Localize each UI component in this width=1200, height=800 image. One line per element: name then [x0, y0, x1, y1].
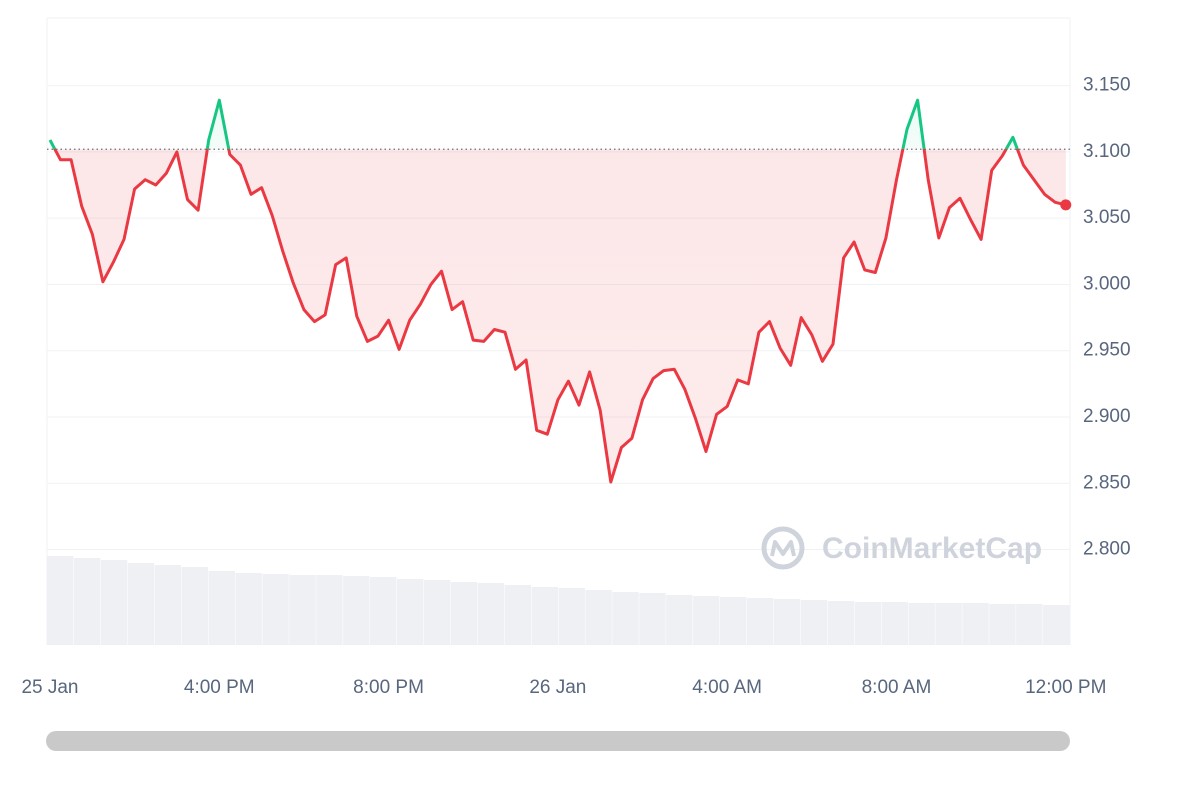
volume-bar [720, 597, 747, 645]
y-tick-label: 3.150 [1083, 75, 1131, 96]
volume-bar [47, 556, 74, 645]
volume-bar [450, 582, 478, 645]
volume-bar [343, 576, 370, 645]
volume-bar [181, 567, 209, 645]
volume-bar [1043, 605, 1070, 645]
x-tick-label: 12:00 PM [1025, 677, 1106, 698]
x-tick-label: 26 Jan [529, 677, 586, 698]
volume-bar [154, 565, 182, 645]
volume-bar [908, 603, 935, 645]
y-tick-label: 3.100 [1083, 141, 1131, 162]
y-tick-label: 3.000 [1083, 273, 1131, 294]
watermark-text: CoinMarketCap [822, 532, 1042, 565]
plot [47, 85, 1072, 645]
volume-bar [396, 579, 424, 645]
volume-bar [558, 588, 585, 645]
volume-bar [612, 592, 639, 645]
volume-bar [1016, 604, 1043, 645]
area-fill [49, 100, 1066, 482]
x-tick-label: 4:00 PM [184, 677, 255, 698]
volume-bar [531, 587, 558, 645]
y-tick-label: 2.800 [1083, 539, 1131, 560]
volume-bar [585, 590, 612, 645]
volume-bar [73, 558, 101, 645]
x-tick-label: 25 Jan [21, 677, 78, 698]
volume-bar [800, 600, 828, 645]
volume-bar [935, 603, 962, 645]
y-tick-label: 2.900 [1083, 406, 1131, 427]
volume-bar [370, 577, 397, 645]
volume-bar [477, 583, 505, 645]
volume-bar [854, 602, 882, 645]
volume-bar [235, 573, 262, 645]
volume-bar [827, 601, 855, 645]
volume-bar [639, 593, 666, 645]
volume-bar [289, 575, 316, 645]
watermark: CoinMarketCap [761, 526, 1042, 570]
volume-bar [127, 563, 155, 645]
x-tick-label: 8:00 PM [353, 677, 424, 698]
x-tick-label: 4:00 AM [692, 677, 762, 698]
volume-bar [423, 580, 451, 645]
volume-bar [989, 604, 1016, 645]
y-tick-label: 2.850 [1083, 472, 1131, 493]
scrollbar[interactable] [46, 731, 1070, 751]
y-tick-label: 3.050 [1083, 207, 1131, 228]
volume-bar [504, 585, 532, 645]
y-tick-label: 2.950 [1083, 340, 1131, 361]
volume-bar [666, 595, 693, 645]
volume-bar [773, 599, 801, 645]
volume-bar [693, 596, 720, 645]
volume-bar [208, 571, 235, 645]
last-point [1060, 199, 1072, 211]
volume-bar [262, 574, 289, 645]
x-tick-label: 8:00 AM [862, 677, 932, 698]
volume-bar [316, 575, 343, 645]
price-line [48, 98, 1067, 484]
volume-bar [746, 598, 774, 645]
volume-bar [962, 603, 989, 645]
volume-bar [100, 560, 128, 645]
volume-bar [881, 602, 908, 645]
